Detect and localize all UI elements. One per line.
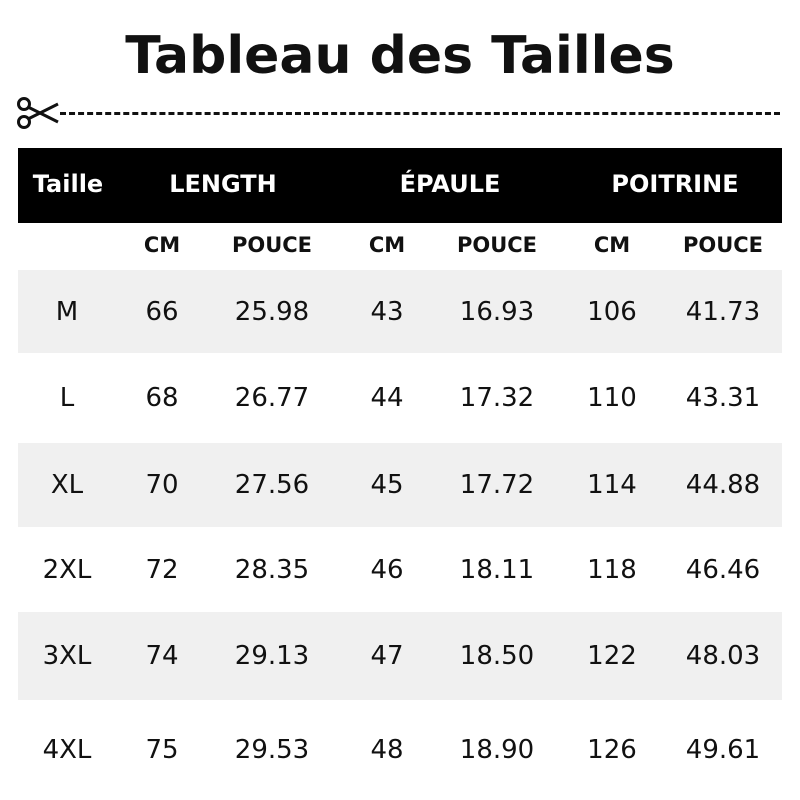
value-cell: 43.31	[685, 383, 761, 413]
value-cell: 44.88	[685, 470, 761, 500]
size-cell: M	[55, 296, 79, 327]
value-cell: 26.77	[234, 383, 310, 413]
value-cell: 70	[145, 470, 179, 500]
value-cell: 27.56	[234, 470, 310, 500]
value-cell: 68	[145, 383, 179, 413]
value-cell: 44	[370, 383, 404, 413]
table-row: XL 70 27.56 45 17.72 114 44.88	[18, 443, 782, 527]
value-cell: 106	[587, 296, 637, 327]
value-cell: 18.50	[459, 641, 535, 671]
value-cell: 29.13	[234, 641, 310, 671]
size-cell: 2XL	[42, 554, 92, 585]
value-cell: 43	[370, 296, 404, 327]
value-cell: 114	[587, 470, 637, 500]
value-cell: 46.46	[685, 554, 761, 585]
header-shoulder: ÉPAULE	[399, 170, 501, 198]
page-title: Tableau des Tailles	[125, 26, 675, 86]
value-cell: 74	[145, 641, 179, 671]
value-cell: 48.03	[685, 641, 761, 671]
unit-label: POUCE	[231, 233, 313, 257]
value-cell: 17.72	[459, 470, 535, 500]
unit-label: CM	[143, 233, 181, 257]
value-cell: 45	[370, 470, 404, 500]
value-cell: 41.73	[685, 296, 761, 327]
table-row: M 66 25.98 43 16.93 106 41.73	[18, 270, 782, 353]
size-cell: XL	[50, 470, 84, 500]
value-cell: 28.35	[234, 554, 310, 585]
header-length: LENGTH	[169, 170, 277, 198]
value-cell: 16.93	[459, 296, 535, 327]
value-cell: 48	[370, 735, 404, 765]
value-cell: 46	[370, 554, 404, 585]
value-cell: 29.53	[234, 735, 310, 765]
value-cell: 18.11	[459, 554, 535, 585]
size-cell: 3XL	[42, 641, 92, 671]
unit-label: CM	[368, 233, 406, 257]
value-cell: 126	[587, 735, 637, 765]
value-cell: 118	[587, 554, 637, 585]
header-chest: POITRINE	[611, 170, 739, 198]
table-row: 4XL 75 29.53 48 18.90 126 49.61	[18, 700, 782, 800]
value-cell: 49.61	[685, 735, 761, 765]
table-row: 2XL 72 28.35 46 18.11 118 46.46	[18, 527, 782, 612]
value-cell: 25.98	[234, 296, 310, 327]
size-cell: 4XL	[42, 735, 92, 765]
unit-label: CM	[593, 233, 631, 257]
value-cell: 47	[370, 641, 404, 671]
header-size: Taille	[32, 170, 104, 198]
value-cell: 66	[145, 296, 179, 327]
value-cell: 72	[145, 554, 179, 585]
table-row: L 68 26.77 44 17.32 110 43.31	[18, 353, 782, 443]
cut-line	[60, 112, 780, 115]
table-row: 3XL 74 29.13 47 18.50 122 48.03	[18, 612, 782, 700]
unit-label: POUCE	[682, 233, 764, 257]
value-cell: 17.32	[459, 383, 535, 413]
table-header: Taille LENGTH ÉPAULE POITRINE	[18, 148, 782, 223]
unit-label: POUCE	[456, 233, 538, 257]
value-cell: 75	[145, 735, 179, 765]
value-cell: 122	[587, 641, 637, 671]
value-cell: 110	[587, 383, 637, 413]
value-cell: 18.90	[459, 735, 535, 765]
scissors-icon	[17, 97, 59, 129]
size-cell: L	[59, 383, 75, 413]
